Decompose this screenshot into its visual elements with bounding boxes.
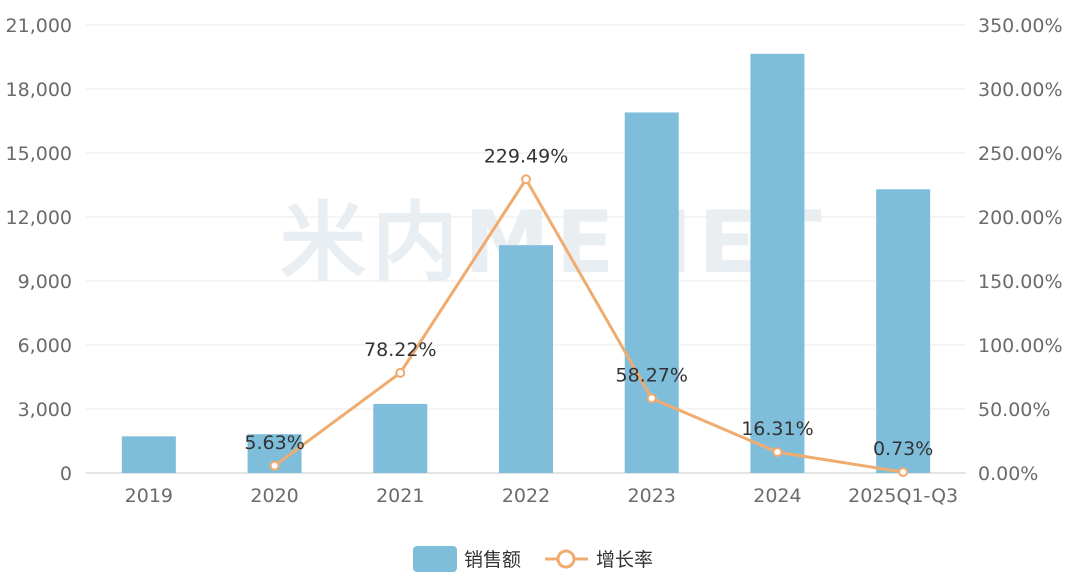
- y-left-tick-label: 9,000: [18, 271, 72, 293]
- legend-label-sales: 销售额: [464, 549, 521, 571]
- y-right-tick-label: 350.00%: [978, 15, 1063, 37]
- y-right-tick-label: 200.00%: [978, 207, 1063, 229]
- line-series: [269, 174, 909, 478]
- y-left-tick-label: 0: [60, 463, 72, 485]
- y-right-tick-label: 150.00%: [978, 271, 1063, 293]
- x-axis-ticks: 2019 2020 2021 2022 2023 2024 2025Q1-Q3: [125, 485, 958, 507]
- growth-line: [273, 177, 904, 474]
- y-left-tick-label: 6,000: [18, 335, 72, 357]
- left-axis-ticks: 0 3,000 6,000 9,000 12,000 15,000 18,000 21,000: [6, 15, 72, 485]
- bar-series: [121, 53, 931, 474]
- x-tick-label: 2019: [125, 485, 173, 507]
- bar: [876, 189, 931, 473]
- legend-marker-growth: [556, 549, 576, 569]
- y-right-tick-label: 0.00%: [978, 463, 1038, 485]
- y-right-tick-label: 250.00%: [978, 143, 1063, 165]
- x-tick-label: 2025Q1-Q3: [848, 485, 958, 507]
- line-point: [898, 467, 909, 478]
- legend-swatch-sales: [413, 546, 457, 572]
- bar: [373, 403, 428, 473]
- y-left-tick-label: 3,000: [18, 399, 72, 421]
- legend-label-growth: 增长率: [596, 549, 653, 571]
- y-right-tick-label: 100.00%: [978, 335, 1063, 357]
- bar: [499, 245, 553, 473]
- data-label: 5.63%: [244, 432, 304, 454]
- legend[interactable]: 销售额 增长率: [413, 546, 653, 572]
- y-right-tick-label: 300.00%: [978, 79, 1063, 101]
- data-label: 229.49%: [484, 145, 569, 167]
- line-point: [646, 393, 657, 404]
- y-left-tick-label: 15,000: [6, 143, 72, 165]
- data-label: 78.22%: [364, 339, 436, 361]
- data-label: 16.31%: [741, 418, 813, 440]
- data-label: 58.27%: [615, 364, 687, 386]
- data-label: 0.73%: [873, 438, 933, 460]
- y-left-tick-label: 21,000: [6, 15, 72, 37]
- line-point: [521, 174, 531, 185]
- y-right-tick-label: 50.00%: [978, 399, 1050, 421]
- line-point: [269, 460, 280, 471]
- bar: [750, 53, 805, 474]
- x-tick-label: 2021: [376, 485, 424, 507]
- y-left-tick-label: 18,000: [6, 79, 72, 101]
- bar: [624, 112, 679, 473]
- data-labels: 5.63% 78.22% 229.49% 58.27% 16.31% 0.73%: [244, 145, 933, 460]
- x-tick-label: 2023: [628, 485, 676, 507]
- line-point: [395, 367, 406, 378]
- watermark: 米内MENET: [280, 193, 828, 293]
- line-point: [772, 447, 783, 458]
- x-tick-label: 2020: [250, 485, 298, 507]
- right-axis-ticks: 0.00% 50.00% 100.00% 150.00% 200.00% 250.00% 3…: [978, 15, 1063, 485]
- y-left-tick-label: 12,000: [6, 207, 72, 229]
- bar: [121, 436, 176, 473]
- x-tick-label: 2022: [502, 485, 550, 507]
- x-tick-label: 2024: [753, 485, 801, 507]
